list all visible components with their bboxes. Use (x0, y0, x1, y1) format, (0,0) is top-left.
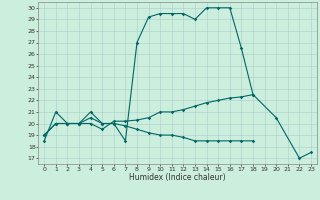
X-axis label: Humidex (Indice chaleur): Humidex (Indice chaleur) (129, 173, 226, 182)
